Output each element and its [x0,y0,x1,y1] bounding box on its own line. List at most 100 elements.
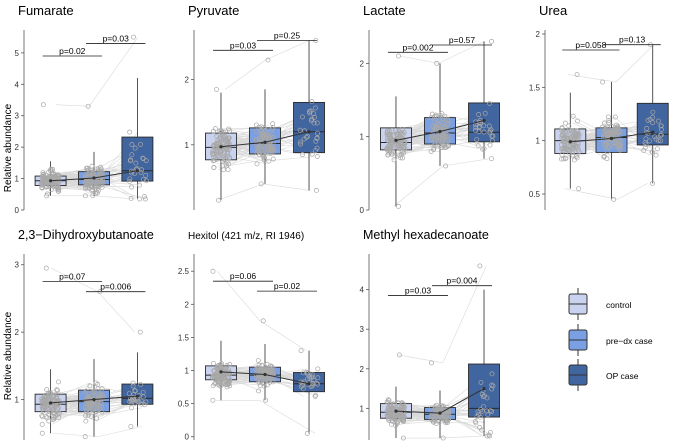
data-point [263,131,269,137]
box-OP-case [468,41,500,159]
y-tick-label: 2 [360,365,365,374]
data-point [313,148,318,154]
y-axis-label-top: Relative abundance [3,103,14,192]
data-point [478,407,484,413]
data-point [396,400,402,406]
y-tick-label: 1 [360,133,365,142]
box-OP-case [468,289,500,437]
data-point [490,133,496,139]
data-point [388,151,394,157]
data-point [140,156,146,162]
data-point [54,387,60,393]
data-point [433,135,439,140]
data-point [614,122,620,128]
data-point [574,155,580,161]
data-point [210,397,216,403]
y-tick-label: 1.5 [178,333,190,342]
data-point [139,167,145,173]
data-point [436,133,442,139]
data-point [432,142,438,148]
data-point [297,127,303,133]
data-point [574,137,580,143]
data-point [263,397,269,403]
y-tick-label: 0.5 [529,190,541,199]
data-point [310,372,316,378]
pair-line [217,271,307,351]
y-tick-label: 2 [15,143,20,152]
data-point [88,403,94,409]
data-point [440,403,446,409]
data-point [264,143,270,149]
data-point [258,181,264,187]
data-point [269,126,275,132]
data-point [211,144,217,150]
data-point [128,424,134,429]
pair-line [53,385,90,395]
data-point [54,387,60,393]
data-point [482,110,488,116]
y-axis-label-bottom: Relative abundance [3,311,14,400]
pvalue-label: p=0.03 [230,40,257,50]
pvalue-label: p=0.06 [230,271,257,281]
data-point [254,161,260,167]
data-point [137,329,143,335]
data-point [397,141,403,147]
data-point [399,413,404,419]
data-point [478,379,484,385]
data-point [606,118,612,123]
data-point [211,165,217,170]
data-point [309,374,315,380]
data-point [56,400,62,406]
data-point [658,127,664,133]
data-point [255,144,261,150]
mean-point [438,411,442,415]
panel-title: Hexitol (421 m/z, RI 1946) [188,231,304,242]
data-point [260,367,266,373]
data-point [210,268,216,274]
data-point [129,397,135,403]
data-point [226,147,232,152]
data-point [39,404,45,410]
data-point [138,382,144,388]
data-point [94,415,100,421]
data-point [399,416,405,422]
data-point [90,187,95,192]
data-point [484,408,490,414]
data-point [271,366,277,372]
data-point [490,383,496,389]
data-point [95,190,100,196]
data-points [209,268,321,436]
data-point [315,381,321,387]
data-point [90,171,95,177]
data-point [395,132,401,138]
data-point [308,384,314,390]
data-point [489,138,495,144]
data-point [305,133,311,139]
pair-line [216,399,316,434]
data-point [143,172,149,178]
data-point [214,86,219,92]
data-point [85,178,91,184]
data-point [93,191,99,196]
data-point [429,413,435,419]
data-point [571,157,577,163]
data-point [267,137,272,143]
data-point [227,128,233,134]
data-point [311,111,316,117]
data-point [225,144,231,150]
data-point [39,185,45,191]
data-point [655,146,660,152]
data-point [473,127,478,133]
data-point [472,419,478,424]
data-point [481,129,487,135]
data-point [389,417,395,423]
data-point [432,404,438,410]
data-point [263,364,268,370]
data-point [431,145,437,151]
data-point [261,383,267,389]
y-tick-label: 0 [15,206,20,215]
data-point [385,400,391,405]
pvalue-label: p=0.03 [103,33,130,43]
mean-point [92,176,96,180]
data-point [658,123,664,129]
